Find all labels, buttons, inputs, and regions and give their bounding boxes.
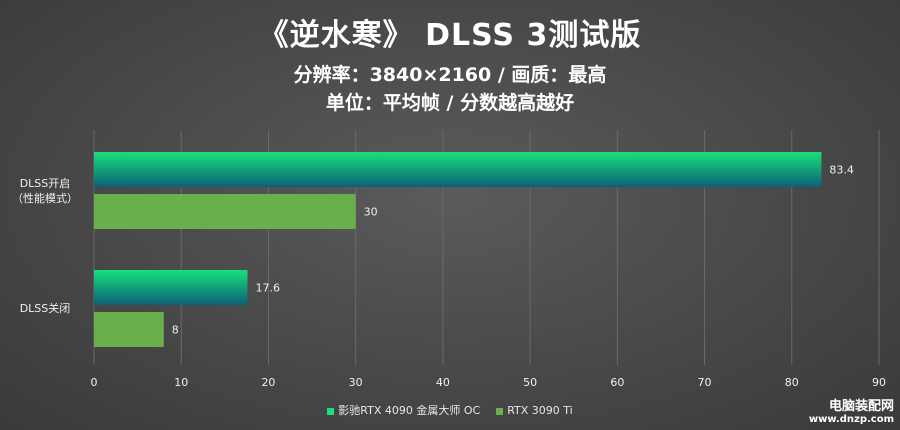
category-label: DLSS关闭 [0, 301, 90, 316]
legend-item: RTX 3090 Ti [496, 404, 573, 417]
data-label: 17.6 [256, 282, 281, 295]
category-label-line: （性能模式） [12, 191, 78, 205]
x-axis-ticks: 0 10 20 30 40 50 60 70 80 90 [91, 376, 887, 389]
bar-rtx3090ti-0 [94, 194, 356, 229]
bar-rtx3090ti-1 [94, 312, 164, 347]
x-tick-label: 60 [610, 376, 624, 389]
data-label: 30 [364, 206, 378, 219]
category-label-line: DLSS关闭 [19, 302, 71, 315]
category-label: DLSS开启 （性能模式） [0, 176, 90, 206]
x-tick-label: 20 [261, 376, 275, 389]
legend-item: 影驰RTX 4090 金属大师 OC [327, 402, 480, 418]
x-tick-label: 0 [91, 376, 98, 389]
legend-label: 影驰RTX 4090 金属大师 OC [338, 404, 481, 417]
legend: 影驰RTX 4090 金属大师 OC RTX 3090 Ti [0, 402, 900, 418]
data-label: 8 [172, 324, 179, 337]
category-label-line: DLSS开启 [19, 176, 71, 190]
x-tick-label: 40 [436, 376, 450, 389]
watermark: 电脑装配网 www.dnzp.com [809, 400, 894, 426]
data-labels: 83.4 17.6 30 8 [172, 164, 854, 337]
chart-subtitle-resolution: 分辨率：3840×2160 / 画质：最高 [293, 64, 607, 86]
bars [94, 152, 822, 347]
bar-rtx4090-1 [94, 270, 248, 305]
x-tick-label: 50 [523, 376, 537, 389]
watermark-name: 电脑装配网 [828, 399, 894, 414]
legend-swatch [496, 407, 504, 415]
x-tick-label: 30 [349, 376, 363, 389]
legend-swatch [327, 407, 335, 415]
data-label: 83.4 [829, 164, 854, 177]
x-tick-label: 90 [872, 376, 886, 389]
x-tick-label: 80 [785, 376, 799, 389]
chart-title: 《逆水寒》 DLSS 3测试版 [258, 18, 642, 53]
x-tick-label: 70 [698, 376, 712, 389]
legend-label: RTX 3090 Ti [507, 404, 573, 417]
chart-subtitle-unit: 单位：平均帧 / 分数越高越好 [325, 92, 575, 114]
x-tick-label: 10 [174, 376, 188, 389]
watermark-url: www.dnzp.com [808, 414, 894, 425]
bar-rtx4090-0 [94, 152, 822, 187]
